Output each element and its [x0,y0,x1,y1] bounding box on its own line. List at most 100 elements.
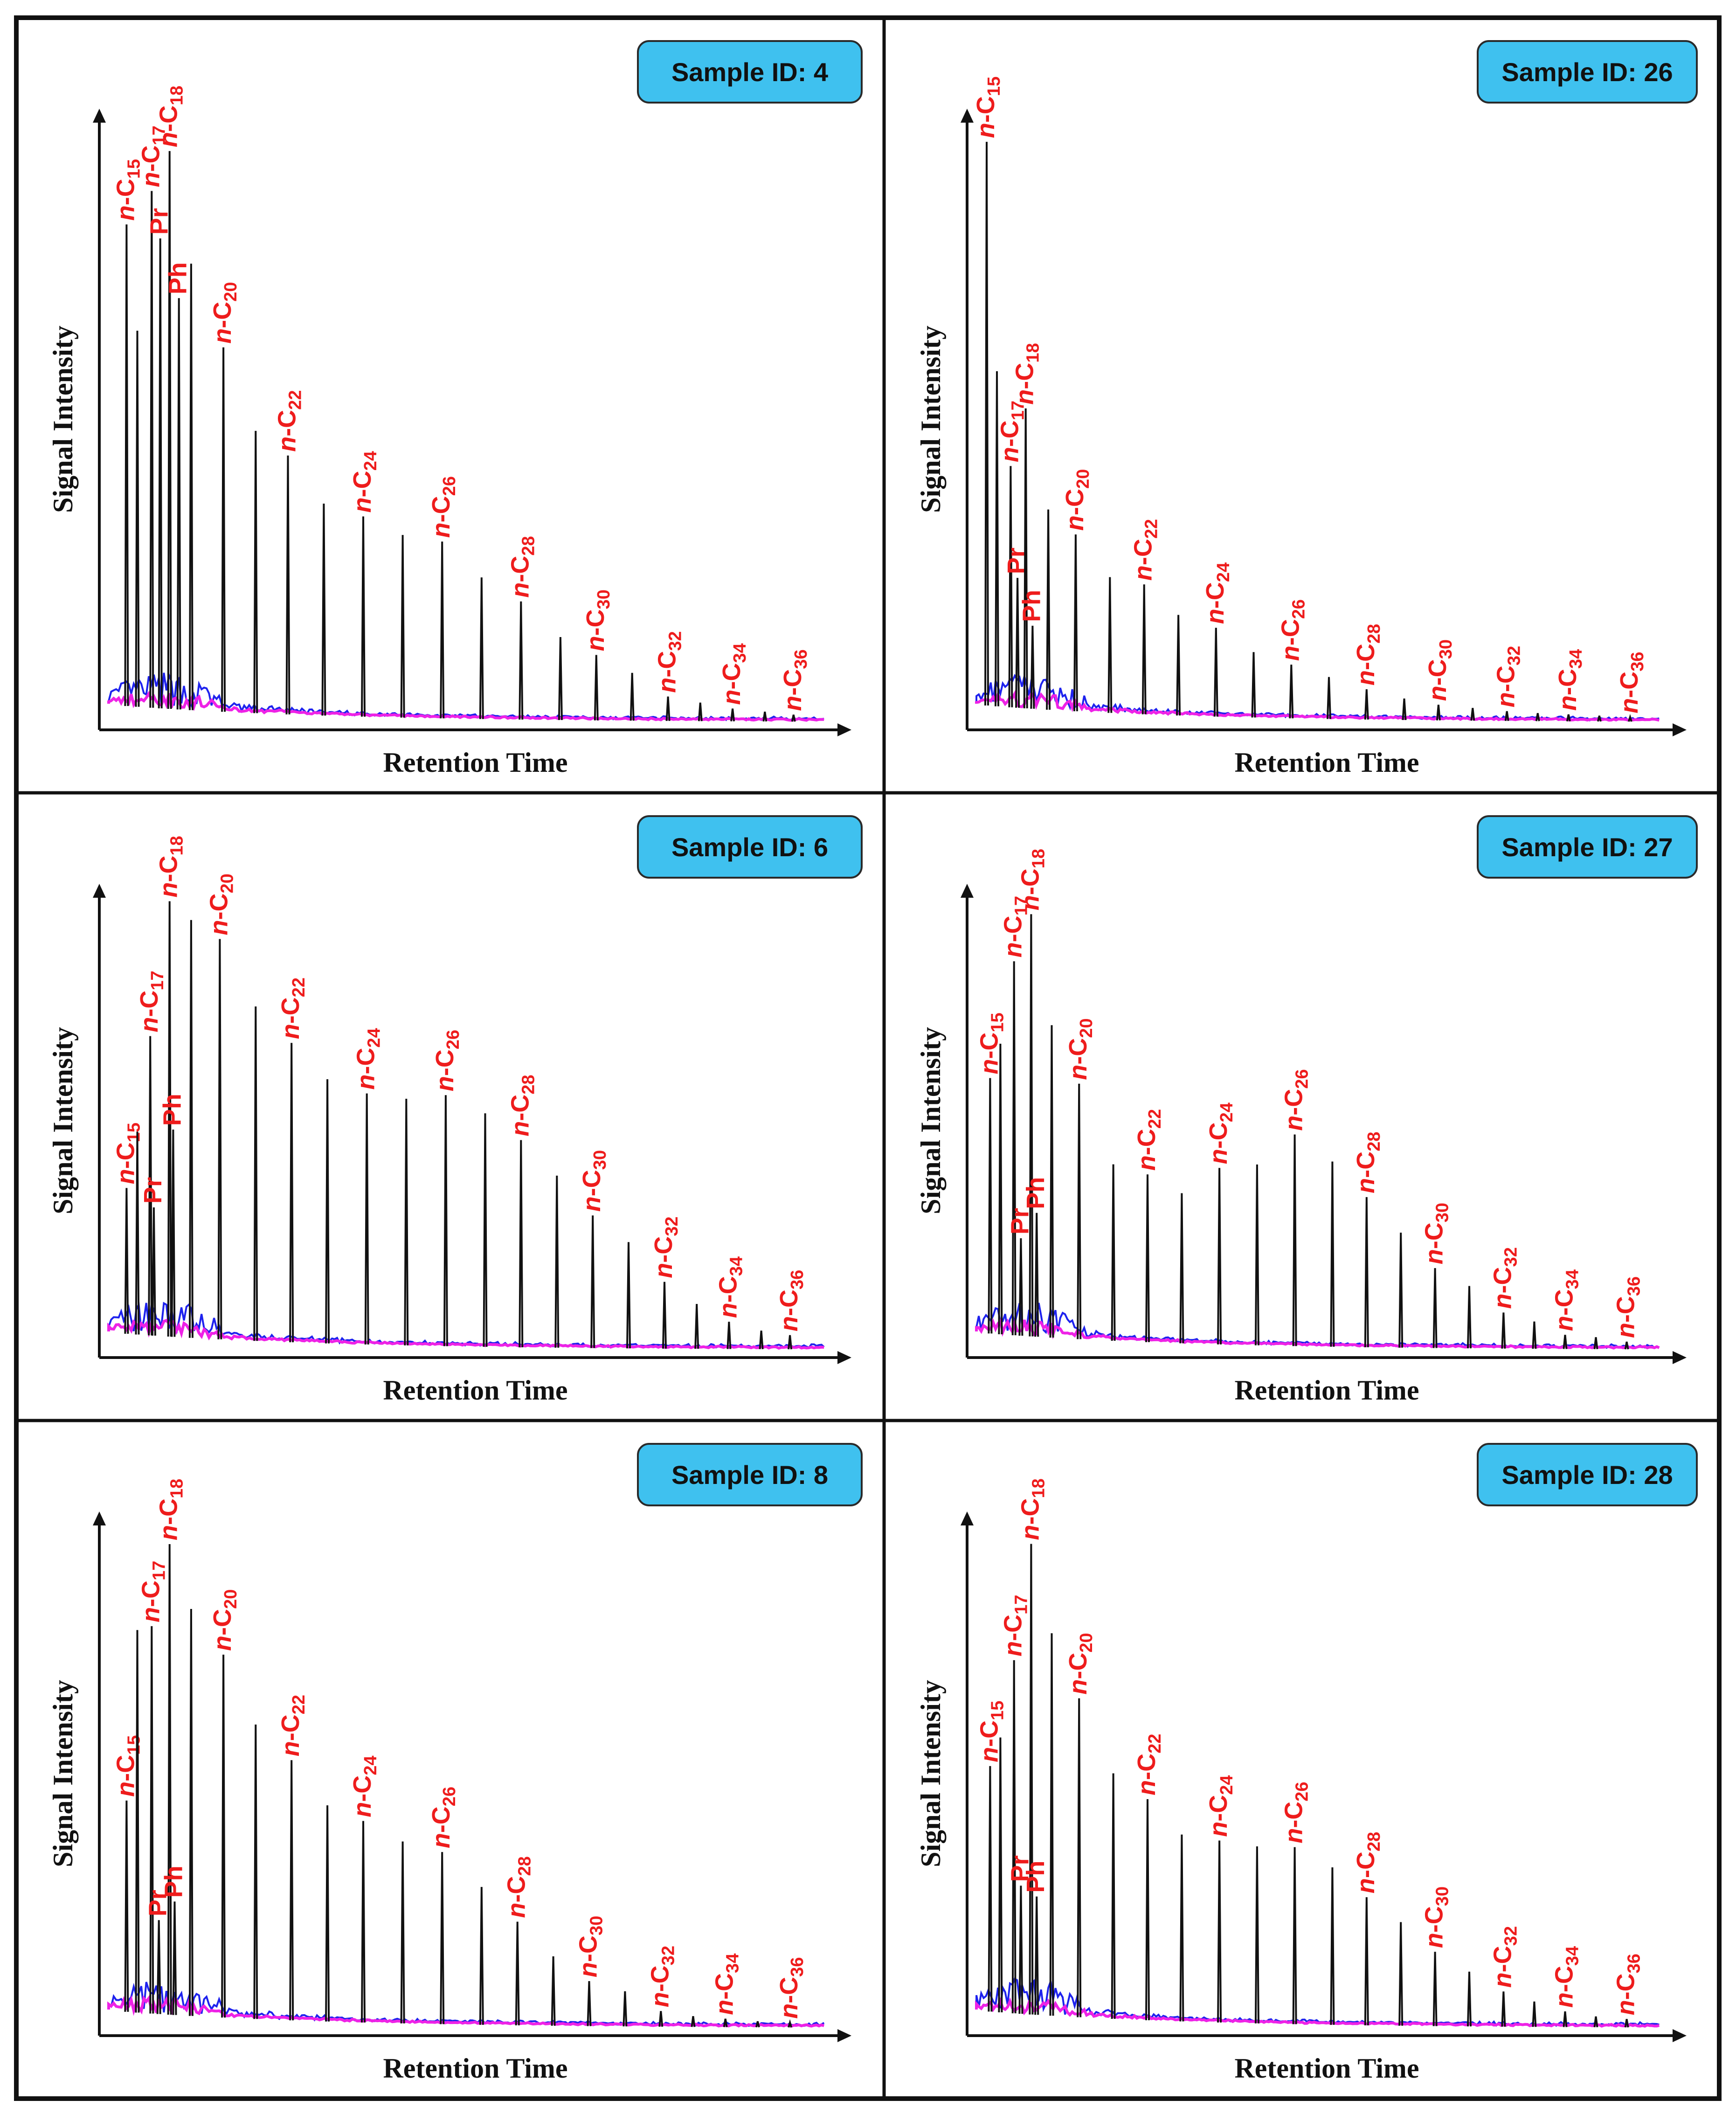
peak [440,1852,445,2024]
peak [1364,1897,1369,2025]
peak [1624,1341,1629,1350]
y-axis-label: Signal Intensity [915,1680,946,1867]
chart-panel: n-C15n-C17Prn-C18Phn-C20n-C22n-C24n-C26n… [915,815,1698,1406]
peak-label: n-C26 [431,1030,463,1091]
peak [1535,713,1540,721]
y-axis-arrowhead [961,109,974,123]
peak-label: n-C34 [1550,1946,1583,2008]
peak [253,1724,258,2019]
peak [361,516,366,717]
peak [325,1805,330,2022]
peak [1011,1660,1017,2014]
peak-label: n-C36 [775,1270,807,1331]
peak [1030,625,1035,709]
peak-label: n-C34 [714,1256,746,1318]
peak-label: n-C24 [1204,1775,1237,1837]
y-axis-arrowhead [93,109,106,123]
peak [1251,652,1256,718]
peak [1627,714,1632,722]
x-axis-label: Retention Time [383,747,567,778]
y-axis-label: Signal Intensity [48,326,78,513]
peak [1015,578,1020,708]
peak-label: n-C30 [1420,1203,1452,1264]
chart-panel: n-C15n-C17Prn-C18Phn-C20n-C22n-C24n-C26n… [48,40,863,778]
peak [759,1331,764,1350]
peak [364,1093,369,1345]
peak [984,142,989,706]
peak [1217,1840,1222,2023]
peak-label: n-C32 [1488,1926,1521,1988]
peak [658,2011,664,2027]
peak-label: Ph [1017,590,1045,622]
peak [124,1800,129,2012]
peak [788,2019,793,2028]
baseline-magenta-trace [975,690,1660,722]
sample-id-text: Sample ID: 27 [1501,832,1673,862]
peak-label: n-C15 [111,1735,144,1797]
peak-label: n-C22 [1129,519,1162,581]
peak [1179,1834,1184,2022]
peak [1470,707,1475,721]
peak [723,2018,728,2027]
peak-label: n-C22 [277,977,309,1039]
peak-label: n-C36 [1612,1276,1644,1338]
peak [221,1654,226,2018]
peak [1029,914,1034,1337]
peak-label: n-C26 [1276,599,1308,661]
peak-label: n-C20 [208,1589,241,1651]
peak [590,1215,595,1348]
peak-label: n-C34 [1550,1269,1583,1331]
peak [1213,628,1218,717]
peak [1034,1896,1039,2015]
peak-label: n-C24 [1204,1102,1237,1164]
peak [558,637,563,720]
peak [762,711,768,722]
peak [587,1981,592,2026]
baseline-magenta-trace [107,1318,824,1350]
peak [1563,2011,1568,2027]
peak-label: n-C24 [352,1028,384,1089]
peak [172,1901,177,2015]
peak [1077,1083,1082,1339]
peak [440,541,445,719]
peak [217,939,222,1339]
x-axis-arrowhead [837,1351,851,1364]
peak-label: Ph [164,262,192,294]
sample-id-badge [1477,1443,1698,1506]
peak-label: n-C15 [975,1012,1007,1074]
peak-label: Pr [139,1177,167,1204]
peak-label: n-C22 [277,1695,309,1756]
peak [1402,698,1407,720]
y-axis-label: Signal Intensity [915,326,946,513]
peak-label: Ph [158,1094,186,1126]
figure-outer-border [14,15,1722,2101]
peak-label: n-C26 [1280,1069,1312,1130]
peak [1176,615,1181,716]
sample-id-badge [637,40,863,104]
peak [1018,1885,1024,2014]
peak [483,1113,488,1347]
sample-id-badge [1477,815,1698,879]
peak [1624,2019,1629,2028]
x-axis-label: Retention Time [1234,1375,1419,1406]
peak [404,1098,409,1345]
peak [551,1956,556,2026]
peak [1049,1025,1054,1338]
peak [594,655,599,721]
peak-label: n-C26 [1280,1782,1312,1844]
peak [167,151,172,709]
peak [188,920,194,1338]
peak [135,331,140,707]
peak [325,1079,330,1344]
peak-label: n-C32 [646,1946,678,2007]
peak-label: n-C18 [1016,1478,1048,1540]
peak-label: n-C26 [427,1787,459,1848]
peak [554,1175,560,1348]
peak-label: n-C24 [1201,562,1233,624]
peak [253,430,258,714]
peak-label: n-C20 [1064,1018,1096,1080]
peak-label: n-C36 [779,649,811,711]
peak [515,1921,520,2025]
peak [167,901,172,1337]
